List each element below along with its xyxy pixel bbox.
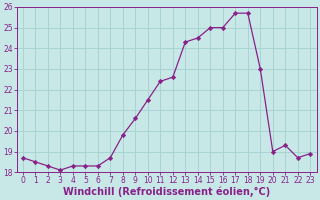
X-axis label: Windchill (Refroidissement éolien,°C): Windchill (Refroidissement éolien,°C)	[63, 186, 270, 197]
